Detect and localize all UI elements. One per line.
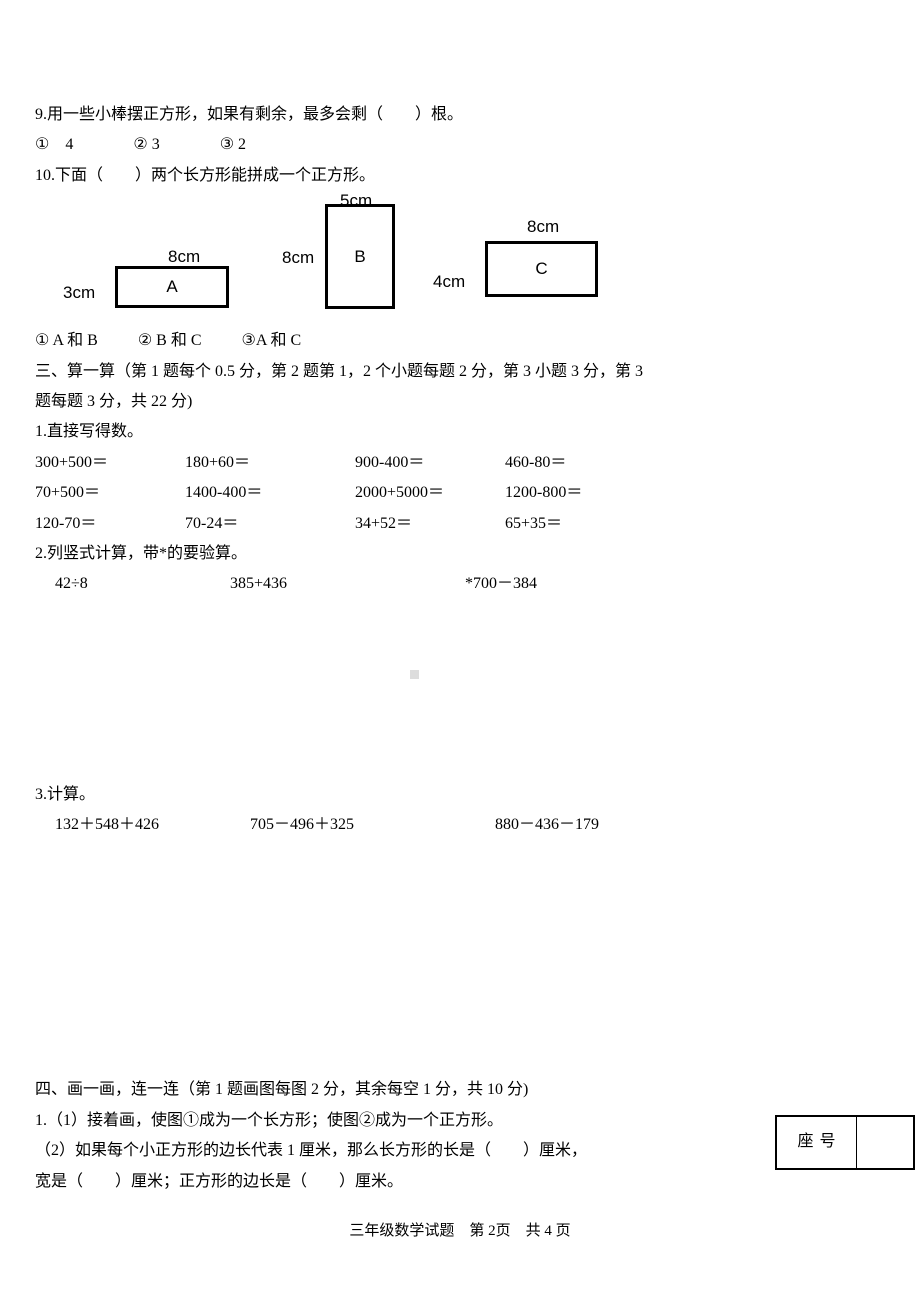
calc3-row: 132＋548＋426 705－496＋325 880－436－179 xyxy=(35,810,885,840)
rect-c-height-label: 4cm xyxy=(433,266,465,298)
rect-b-height-label: 8cm xyxy=(282,242,314,274)
section-3-sub3: 3.计算。 xyxy=(35,780,885,810)
section-4-line1: 1.（1）接着画，使图①成为一个长方形；使图②成为一个正方形。 xyxy=(35,1106,885,1136)
vert-calc-1: 42÷8 xyxy=(35,569,230,599)
watermark-dot xyxy=(410,670,419,679)
calc-cell: 120-70＝ xyxy=(35,509,185,539)
question-9-options: ① 4 ② 3 ③ 2 xyxy=(35,130,885,160)
question-10-options: ① A 和 B ② B 和 C ③A 和 C xyxy=(35,326,885,356)
calc-cell: 65+35＝ xyxy=(505,509,655,539)
vert-calc-3: *700－384 xyxy=(465,569,665,599)
calc-cell: 900-400＝ xyxy=(355,448,505,478)
section-3-sub1: 1.直接写得数。 xyxy=(35,417,885,447)
calc-cell: 70+500＝ xyxy=(35,478,185,508)
question-9-text: 9.用一些小棒摆正方形，如果有剩余，最多会剩（ ）根。 xyxy=(35,100,885,130)
vert-calc-2: 385+436 xyxy=(230,569,465,599)
calc-cell: 1400-400＝ xyxy=(185,478,355,508)
calc-cell: 1200-800＝ xyxy=(505,478,655,508)
section-3-title: 三、算一算（第 1 题每个 0.5 分，第 2 题第 1，2 个小题每题 2 分… xyxy=(35,357,885,387)
calc-cell: 180+60＝ xyxy=(185,448,355,478)
rect-c-label: C xyxy=(535,253,547,285)
calc-cell: 460-80＝ xyxy=(505,448,655,478)
vertical-calc-row: 42÷8 385+436 *700－384 xyxy=(35,569,885,599)
option-3: ③A 和 C xyxy=(242,326,302,356)
page-footer: 三年级数学试题 第 2页 共 4 页 xyxy=(0,1217,920,1246)
calc-cell: 34+52＝ xyxy=(355,509,505,539)
section-4-line2: （2）如果每个小正方形的边长代表 1 厘米，那么长方形的长是（ ）厘米， xyxy=(35,1136,885,1166)
rect-b: B xyxy=(325,204,395,309)
section-3-title-cont: 题每题 3 分，共 22 分) xyxy=(35,387,885,417)
option-2: ② B 和 C xyxy=(138,326,202,356)
rect-c: C xyxy=(485,241,598,297)
rect-a-height-label: 3cm xyxy=(63,277,95,309)
option-3: ③ 2 xyxy=(220,130,246,160)
option-1: ① 4 xyxy=(35,130,73,160)
calc-cell: 300+500＝ xyxy=(35,448,185,478)
calc-cell: 70-24＝ xyxy=(185,509,355,539)
footer-text: 三年级数学试题 第 2页 共 4 页 xyxy=(349,1223,570,1239)
section-3-sub2: 2.列竖式计算，带*的要验算。 xyxy=(35,539,885,569)
seat-number-label: 座号 xyxy=(777,1117,857,1168)
seat-number-value[interactable] xyxy=(857,1117,913,1168)
question-10-figure: 8cm 3cm A 5cm 8cm B 8cm 4cm C xyxy=(35,191,675,326)
calc3-3: 880－436－179 xyxy=(495,810,695,840)
rect-a-label: A xyxy=(166,271,177,303)
calculation-grid: 300+500＝ 180+60＝ 900-400＝ 460-80＝ 70+500… xyxy=(35,448,885,539)
rect-c-width-label: 8cm xyxy=(527,211,559,243)
option-2: ② 3 xyxy=(133,130,159,160)
rect-b-label: B xyxy=(354,241,365,273)
section-4-title: 四、画一画，连一连（第 1 题画图每图 2 分，其余每空 1 分，共 10 分) xyxy=(35,1075,885,1105)
section-4-line3: 宽是（ ）厘米；正方形的边长是（ ）厘米。 xyxy=(35,1167,885,1197)
calc3-1: 132＋548＋426 xyxy=(35,810,250,840)
calc3-2: 705－496＋325 xyxy=(250,810,495,840)
rect-a: A xyxy=(115,266,229,308)
calc-cell: 2000+5000＝ xyxy=(355,478,505,508)
question-10-text: 10.下面（ ）两个长方形能拼成一个正方形。 xyxy=(35,161,885,191)
option-1: ① A 和 B xyxy=(35,326,98,356)
seat-number-box: 座号 xyxy=(775,1115,915,1170)
